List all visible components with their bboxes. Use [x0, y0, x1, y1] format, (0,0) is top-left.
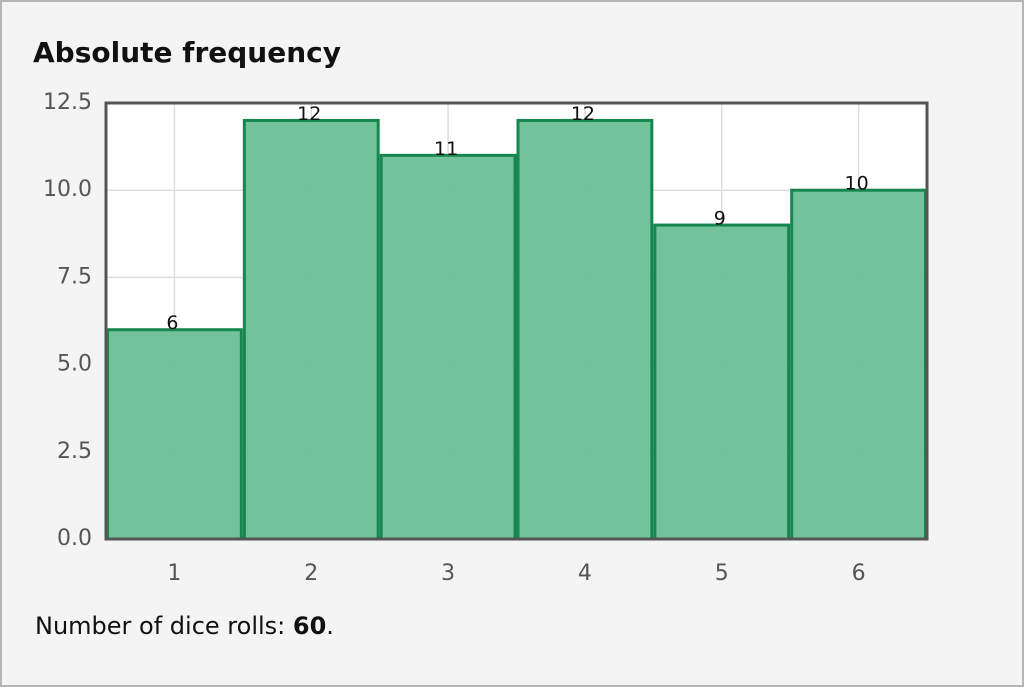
bar [106, 328, 243, 541]
x-tick-label: 3 [441, 561, 455, 586]
x-tick-label: 6 [852, 561, 866, 586]
data-label: 10 [844, 173, 868, 195]
bar [790, 188, 928, 541]
y-tick-label: 7.5 [57, 264, 92, 289]
footer: Number of dice rolls: 60. [35, 612, 334, 640]
y-tick-label: 5.0 [57, 352, 92, 377]
data-label: 6 [166, 312, 178, 334]
plot-border [104, 101, 929, 541]
data-label: 11 [434, 138, 458, 160]
y-tick-label: 0.0 [57, 526, 92, 551]
y-tick-label: 10.0 [43, 177, 92, 202]
data-label: 12 [297, 103, 321, 125]
bar [653, 223, 791, 541]
bar [242, 118, 380, 541]
x-tick-label: 2 [304, 561, 318, 586]
chart: Absolute frequency 0.0 2.5 5.0 7.5 10.0 12.5 1… [33, 36, 929, 586]
footer-count: 60 [292, 612, 327, 640]
data-label: 12 [571, 103, 595, 125]
bar [516, 118, 654, 541]
plot-area [106, 103, 927, 539]
x-tick-label: 4 [578, 561, 592, 586]
bar [379, 153, 517, 541]
footer-label: Number of dice rolls: [35, 612, 286, 640]
y-tick-label: 12.5 [43, 90, 92, 115]
data-label: 9 [714, 208, 726, 230]
x-tick-label: 1 [167, 561, 181, 586]
y-tick-label: 2.5 [57, 439, 92, 464]
chart-title: Absolute frequency [33, 36, 341, 69]
x-tick-label: 5 [715, 561, 729, 586]
footer-suffix: . [326, 612, 334, 640]
